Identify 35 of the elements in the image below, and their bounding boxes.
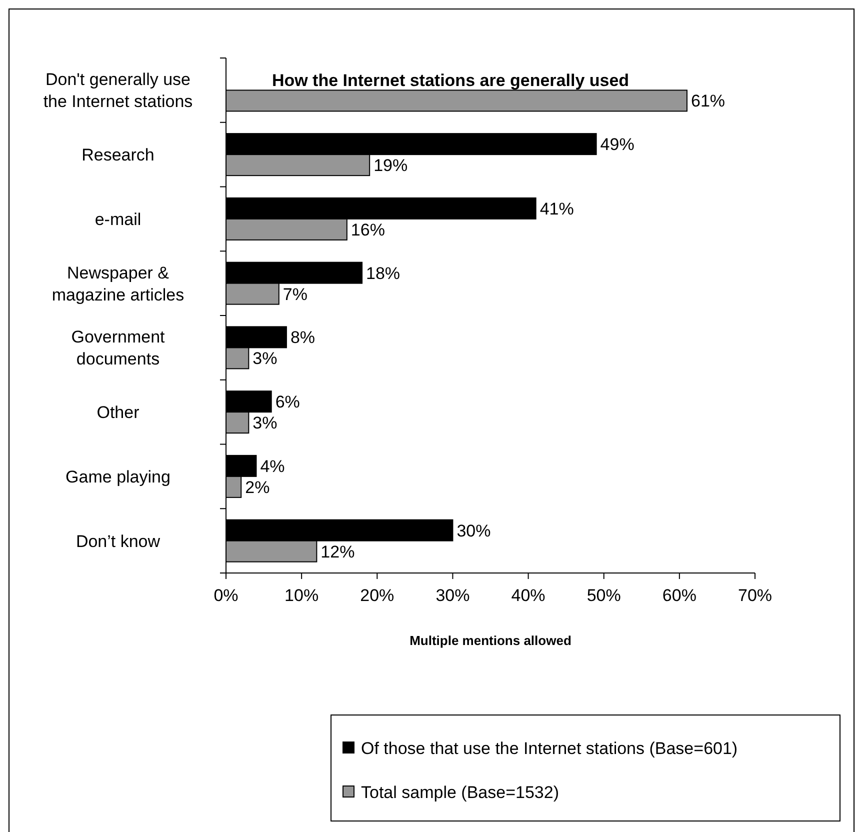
y-tick-label: Research (82, 146, 154, 165)
x-axis-title: Multiple mentions allowed (410, 633, 572, 648)
data-label: 4% (260, 456, 285, 476)
data-label: 19% (374, 156, 408, 176)
legend-label: Total sample (Base=1532) (361, 782, 559, 802)
x-tick-label: 10% (284, 586, 319, 605)
y-tick-label: Newspaper & magazine articles (52, 263, 184, 304)
data-label: 30% (456, 521, 491, 540)
data-label: 16% (350, 220, 385, 240)
legend-label: Of those that use the Internet stations (Base=601) (361, 738, 738, 758)
data-label: 3% (252, 414, 278, 433)
y-tick-label: Don’t know (76, 532, 161, 551)
x-tick-label: 20% (360, 586, 394, 605)
data-label: 61% (690, 92, 726, 111)
data-label: 41% (540, 199, 574, 218)
y-tick-label: e-mail (94, 210, 142, 229)
x-tick-label: 0% (214, 586, 238, 605)
x-tick-label: 40% (511, 586, 546, 605)
data-label: 12% (320, 542, 355, 562)
x-tick-label: 70% (738, 586, 772, 605)
data-label: 18% (366, 264, 400, 283)
data-label: 7% (282, 284, 308, 304)
x-tick-label: 60% (662, 586, 696, 605)
data-label: 6% (275, 392, 300, 412)
data-label: 8% (290, 328, 316, 348)
x-tick-label: 30% (436, 586, 470, 605)
y-tick-label: Don't generally use the Internet stations (43, 70, 193, 112)
text: How the Internet stations are generally used (272, 71, 630, 90)
data-label: 49% (600, 135, 634, 154)
data-label: 2% (245, 478, 270, 497)
x-tick-label: 50% (586, 586, 621, 605)
y-tick-label: Other (96, 403, 140, 422)
y-tick-label: Game playing (66, 467, 170, 486)
y-tick-label: Government documents (71, 328, 166, 369)
data-label: 3% (252, 349, 278, 368)
